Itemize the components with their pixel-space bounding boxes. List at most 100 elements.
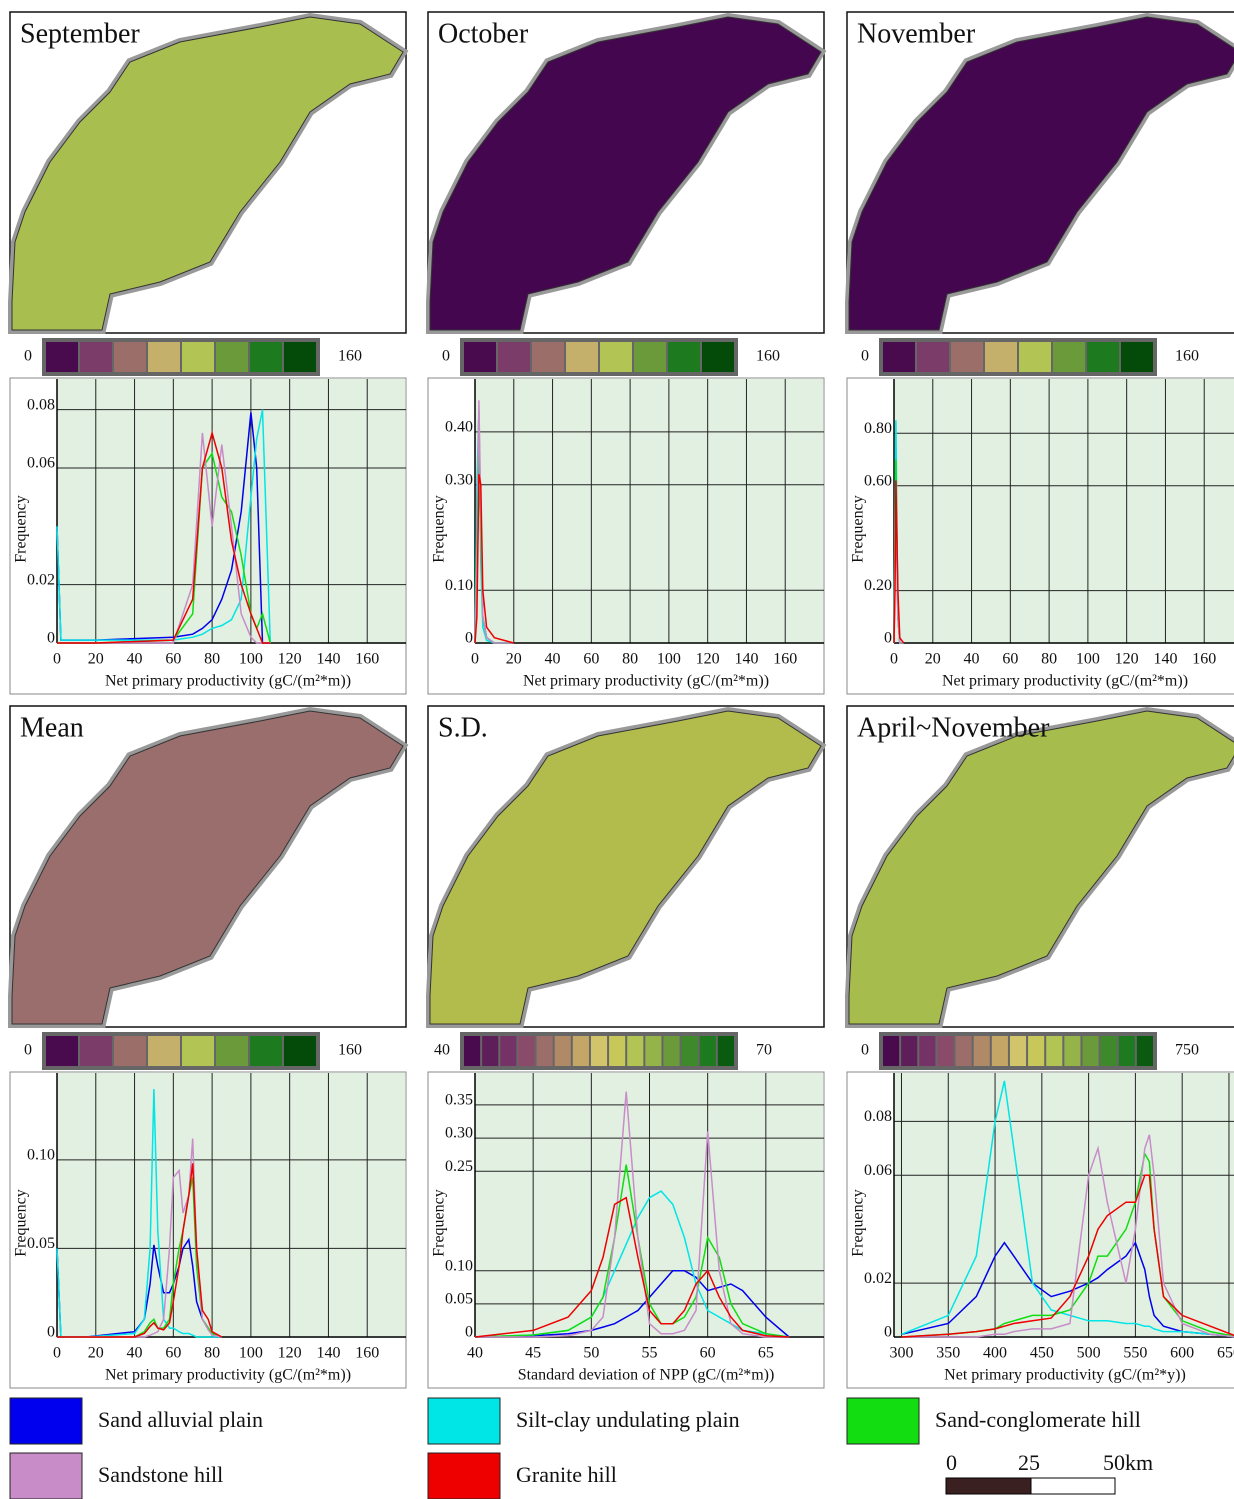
colorbar-swatch: [500, 1036, 517, 1066]
y-tick-label: 0.20: [864, 577, 892, 594]
colorbar-max: 160: [338, 348, 362, 365]
colorbar-swatch: [46, 1036, 78, 1066]
series-line: [901, 1241, 1234, 1338]
colorbar-swatch: [681, 1036, 698, 1066]
legend-label: Sand alluvial plain: [98, 1407, 263, 1432]
colorbar-swatch: [250, 1036, 282, 1066]
x-tick-label: 500: [1077, 1345, 1101, 1362]
series-line: [474, 1196, 790, 1338]
x-axis-label: Net primary productivity (gC/(m²*m)): [105, 1367, 351, 1384]
y-axis-label: Frequency: [431, 495, 448, 563]
plot-area: [475, 379, 823, 644]
legend-swatch: [427, 1397, 501, 1445]
y-tick-label: 0.06: [864, 1162, 892, 1179]
x-tick-label: 60: [165, 651, 181, 668]
colorbar-swatch: [148, 342, 180, 372]
colorbar-swatch: [498, 342, 530, 372]
colorbar-swatch: [668, 342, 700, 372]
colorbar-swatch: [663, 1036, 680, 1066]
colorbar-swatch: [973, 1036, 990, 1066]
colorbar-swatch: [182, 342, 214, 372]
y-tick-label: 0.30: [445, 471, 473, 488]
x-tick-label: 0: [471, 651, 479, 668]
x-tick-label: 550: [1123, 1345, 1147, 1362]
colorbar-swatch: [284, 1036, 316, 1066]
x-tick-label: 80: [204, 651, 220, 668]
colorbar-swatch: [532, 342, 564, 372]
x-tick-label: 60: [583, 651, 599, 668]
colorbar-swatch: [1046, 1036, 1063, 1066]
map-region: [429, 16, 822, 331]
y-tick-label: 0.40: [445, 419, 473, 436]
x-tick-label: 80: [622, 651, 638, 668]
x-tick-label: 400: [983, 1345, 1007, 1362]
map-title: S.D.: [438, 712, 488, 743]
colorbar-swatch: [609, 1036, 626, 1066]
colorbar-swatch: [1100, 1036, 1117, 1066]
x-tick-label: 140: [734, 651, 758, 668]
x-tick-label: 100: [657, 651, 681, 668]
colorbar-swatch: [985, 342, 1017, 372]
x-tick-label: 100: [239, 1345, 263, 1362]
colorbar-swatch: [554, 1036, 571, 1066]
colorbar-min: 40: [434, 1042, 450, 1059]
series-line: [901, 1134, 1234, 1338]
series-line: [475, 1091, 790, 1338]
x-tick-label: 0: [53, 1345, 61, 1362]
x-tick-label: 100: [1076, 651, 1100, 668]
x-tick-label: 65: [758, 1345, 774, 1362]
colorbar-swatch: [717, 1036, 734, 1066]
legend-swatch: [9, 1452, 83, 1499]
x-tick-label: 45: [525, 1345, 541, 1362]
x-tick-label: 60: [700, 1345, 716, 1362]
x-tick-label: 350: [936, 1345, 960, 1362]
y-axis-label: Frequency: [431, 1189, 448, 1257]
series-line: [893, 480, 905, 644]
y-tick-label: 0.25: [445, 1158, 473, 1175]
colorbar-swatch: [951, 342, 983, 372]
colorbar-swatch: [702, 342, 734, 372]
colorbar-min: 0: [442, 348, 450, 365]
map-title: Mean: [20, 712, 84, 743]
x-tick-label: 40: [127, 651, 143, 668]
x-axis-label: Standard deviation of NPP (gC/(m²*m)): [518, 1367, 775, 1384]
legend-swatch: [9, 1397, 83, 1445]
y-tick-label: 0.05: [445, 1291, 473, 1308]
plot-area: [894, 379, 1234, 644]
x-tick-label: 40: [467, 1345, 483, 1362]
x-tick-label: 120: [278, 651, 302, 668]
legend-swatch: [846, 1397, 920, 1445]
x-tick-label: 40: [127, 1345, 143, 1362]
x-tick-label: 450: [1030, 1345, 1054, 1362]
x-tick-label: 60: [1002, 651, 1018, 668]
map-region: [11, 710, 404, 1025]
colorbar-swatch: [1053, 342, 1085, 372]
colorbar-swatch: [699, 1036, 716, 1066]
series-line: [901, 1174, 1234, 1338]
colorbar-swatch: [883, 1036, 900, 1066]
x-tick-label: 140: [316, 1345, 340, 1362]
y-tick-label: 0.35: [445, 1092, 473, 1109]
x-tick-label: 20: [88, 1345, 104, 1362]
x-tick-label: 120: [278, 1345, 302, 1362]
colorbar-swatch: [917, 342, 949, 372]
colorbar-swatch: [1082, 1036, 1099, 1066]
colorbar-swatch: [284, 342, 316, 372]
x-tick-label: 160: [773, 651, 797, 668]
map-title: April~November: [857, 712, 1050, 743]
colorbar-swatch: [901, 1036, 918, 1066]
map-region: [429, 710, 822, 1025]
legend-swatch: [427, 1452, 501, 1499]
colorbar-swatch: [634, 342, 666, 372]
series-line: [474, 473, 514, 644]
scale-bar-light: [1030, 1477, 1116, 1495]
colorbar-swatch: [991, 1036, 1008, 1066]
colorbar-swatch: [464, 342, 496, 372]
colorbar-min: 0: [24, 1042, 32, 1059]
colorbar-max: 70: [756, 1042, 772, 1059]
x-tick-label: 0: [53, 651, 61, 668]
scale-label: 25: [1018, 1450, 1040, 1475]
colorbar-swatch: [1087, 342, 1119, 372]
scale-label: 0: [946, 1450, 957, 1475]
x-tick-label: 55: [642, 1345, 658, 1362]
